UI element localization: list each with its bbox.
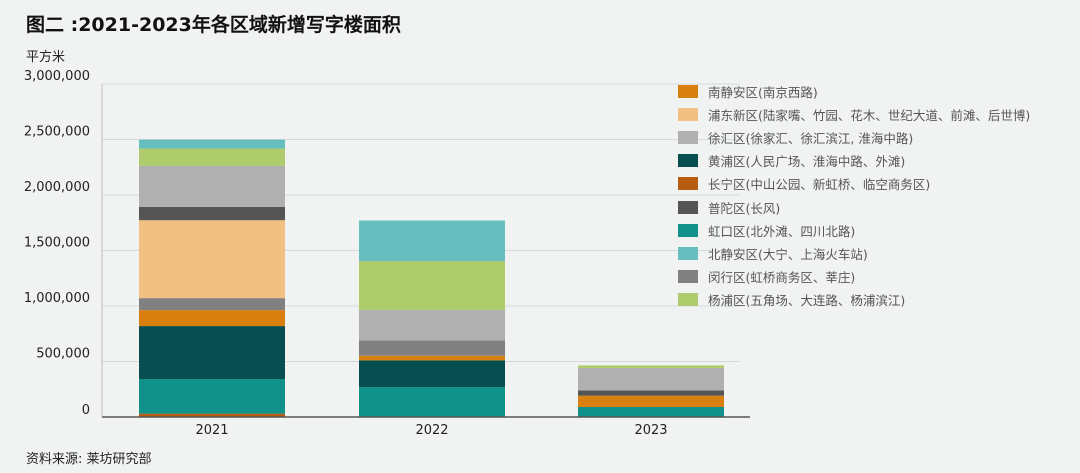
legend-item: 虹口区(北外滩、四川北路) bbox=[678, 219, 1030, 242]
x-tick-label: 2022 bbox=[415, 423, 448, 438]
bar-segment bbox=[359, 355, 505, 361]
legend-label: 虹口区(北外滩、四川北路) bbox=[708, 223, 856, 239]
legend-swatch bbox=[678, 131, 698, 145]
legend-item: 黄浦区(人民广场、淮海中路、外滩) bbox=[678, 149, 1030, 172]
bar-segment bbox=[359, 387, 505, 417]
legend-swatch bbox=[678, 292, 698, 306]
bar-segment bbox=[139, 413, 285, 417]
legend-label: 杨浦区(五角场、大连路、杨浦滨江) bbox=[708, 292, 906, 308]
legend: 南静安区(南京西路) 浦东新区(陆家嘴、竹园、花木、世纪大道、前滩、后世博) 徐汇区… bbox=[678, 80, 1030, 311]
legend-item: 普陀区(长风) bbox=[678, 195, 1030, 218]
bar-segment bbox=[359, 220, 505, 262]
y-tick-label: 1,500,000 bbox=[24, 236, 90, 251]
legend-swatch bbox=[678, 223, 698, 237]
y-tick-label: 0 bbox=[82, 403, 90, 418]
legend-item: 闵行区(虹桥商务区、莘庄) bbox=[678, 265, 1030, 288]
legend-swatch bbox=[678, 177, 698, 191]
legend-item: 徐汇区(徐家汇、徐汇滨江, 淮海中路) bbox=[678, 126, 1030, 149]
bar-segment bbox=[578, 390, 724, 396]
bar-segment bbox=[578, 395, 724, 408]
bar-segment bbox=[139, 206, 285, 221]
legend-item: 长宁区(中山公园、新虹桥、临空商务区) bbox=[678, 172, 1030, 195]
x-tick-label: 2023 bbox=[634, 423, 667, 438]
legend-swatch bbox=[678, 108, 698, 122]
y-axis-label: 平方米 bbox=[26, 50, 66, 65]
legend-label: 闵行区(虹桥商务区、莘庄) bbox=[708, 269, 856, 285]
legend-swatch bbox=[678, 246, 698, 260]
y-tick-label: 2,000,000 bbox=[24, 180, 90, 195]
legend-label: 南静安区(南京西路) bbox=[708, 85, 818, 101]
legend-swatch bbox=[678, 269, 698, 283]
bar-segment bbox=[139, 310, 285, 327]
legend-label: 北静安区(大宁、上海火车站) bbox=[708, 246, 868, 262]
bar-segment bbox=[139, 165, 285, 207]
bar-segment bbox=[359, 261, 505, 310]
legend-item: 南静安区(南京西路) bbox=[678, 80, 1030, 103]
chart-title: 图二 :2021-2023年各区域新增写字楼面积 bbox=[26, 14, 401, 36]
bar-segment bbox=[139, 379, 285, 414]
bar-segment bbox=[139, 298, 285, 311]
legend-label: 浦东新区(陆家嘴、竹园、花木、世纪大道、前滩、后世博) bbox=[708, 108, 1031, 124]
legend-item: 北静安区(大宁、上海火车站) bbox=[678, 242, 1030, 265]
bar-segment bbox=[359, 309, 505, 341]
legend-label: 普陀区(长风) bbox=[708, 200, 781, 216]
y-tick-label: 1,000,000 bbox=[24, 291, 90, 306]
y-tick-label: 500,000 bbox=[36, 347, 90, 362]
bar-segment bbox=[139, 148, 285, 166]
legend-swatch bbox=[678, 200, 698, 214]
bar-segment bbox=[139, 139, 285, 149]
bar-segment bbox=[578, 407, 724, 417]
bar-segment bbox=[578, 365, 724, 369]
legend-label: 长宁区(中山公园、新虹桥、临空商务区) bbox=[708, 177, 931, 193]
legend-item: 杨浦区(五角场、大连路、杨浦滨江) bbox=[678, 288, 1030, 311]
legend-item: 浦东新区(陆家嘴、竹园、花木、世纪大道、前滩、后世博) bbox=[678, 103, 1030, 126]
bar-segment bbox=[359, 360, 505, 388]
source-note: 资料来源: 莱坊研究部 bbox=[26, 452, 152, 467]
y-tick-label: 3,000,000 bbox=[24, 69, 90, 84]
bar-segment bbox=[139, 326, 285, 380]
y-tick-label: 2,500,000 bbox=[24, 125, 90, 140]
legend-swatch bbox=[678, 154, 698, 168]
legend-label: 黄浦区(人民广场、淮海中路、外滩) bbox=[708, 154, 906, 170]
bar-segment bbox=[578, 368, 724, 391]
legend-label: 徐汇区(徐家汇、徐汇滨江, 淮海中路) bbox=[708, 131, 914, 147]
bar-segment bbox=[359, 340, 505, 356]
x-tick-label: 2021 bbox=[195, 423, 228, 438]
legend-swatch bbox=[678, 85, 698, 99]
bar-segment bbox=[139, 220, 285, 299]
